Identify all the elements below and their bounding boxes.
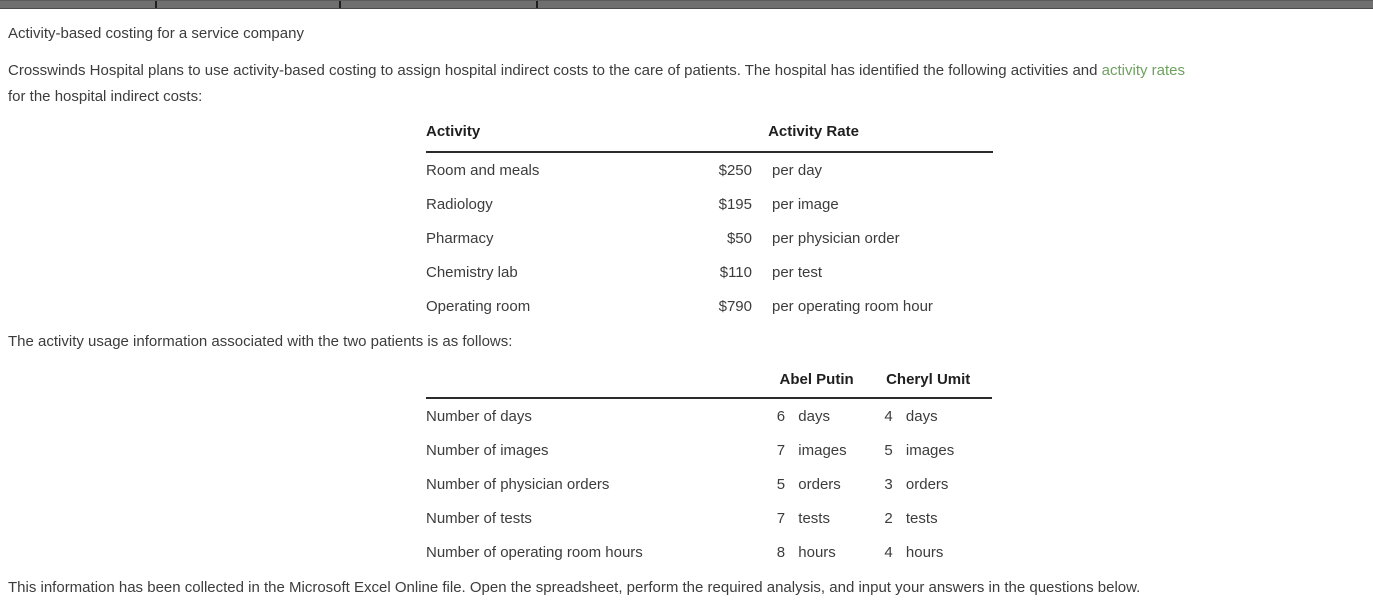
- activity-rate: $195: [718, 195, 752, 213]
- toolbar-separator: [536, 1, 538, 8]
- rates-header-rate: Activity Rate: [712, 112, 993, 153]
- usage-header-patient2: Cheryl Umit: [884, 361, 992, 399]
- intro-paragraph: Crosswinds Hospital plans to use activit…: [8, 58, 1363, 110]
- usage-table-header-row: Abel Putin Cheryl Umit: [426, 361, 992, 399]
- table-row: Pharmacy $50 per physician order: [426, 221, 993, 255]
- usage-header-blank: [426, 361, 777, 399]
- usage-label: Number of tests: [426, 509, 532, 527]
- activity-rates-link[interactable]: activity rates: [1101, 62, 1186, 79]
- activity-name: Pharmacy: [426, 229, 494, 247]
- patient2-quantity: 4: [884, 407, 893, 425]
- patient1-unit: hours: [798, 543, 836, 561]
- patient1-unit: orders: [798, 475, 841, 493]
- patient1-unit: days: [798, 407, 830, 425]
- page-title: Activity-based costing for a service com…: [8, 25, 304, 42]
- activity-name: Radiology: [426, 195, 493, 213]
- patient2-unit: images: [905, 441, 955, 459]
- usage-note: The activity usage information associate…: [8, 333, 513, 350]
- activity-usage-table: Abel Putin Cheryl Umit Number of days 6 …: [426, 361, 992, 569]
- patient1-quantity: 7: [776, 509, 786, 527]
- patient1-quantity: 8: [776, 543, 786, 561]
- table-row: Number of images 7 images 5 images: [426, 433, 992, 467]
- activity-rate-unit: per physician order: [772, 229, 900, 247]
- patient2-unit: hours: [905, 543, 944, 561]
- patient1-unit: tests: [798, 509, 830, 527]
- intro-line-2: for the hospital indirect costs:: [8, 88, 203, 105]
- activity-name: Chemistry lab: [426, 263, 518, 281]
- intro-text-before-link: Crosswinds Hospital plans to use activit…: [8, 62, 1098, 79]
- table-row: Number of physician orders 5 orders 3 or…: [426, 467, 992, 501]
- patient1-quantity: 6: [776, 407, 786, 425]
- intro-line-1: Crosswinds Hospital plans to use activit…: [8, 58, 1363, 84]
- activity-rate-unit: per day: [772, 161, 823, 179]
- activity-rate: $110: [719, 263, 752, 281]
- table-row: Chemistry lab $110 per test: [426, 255, 993, 289]
- patient2-unit: days: [905, 407, 938, 425]
- toolbar-separator: [155, 1, 157, 8]
- usage-label: Number of images: [426, 441, 549, 459]
- usage-label: Number of physician orders: [426, 475, 610, 493]
- patient2-quantity: 4: [884, 543, 893, 561]
- activity-rate: $250: [718, 161, 752, 179]
- activity-rate-unit: per operating room hour: [772, 297, 933, 315]
- table-row: Operating room $790 per operating room h…: [426, 289, 993, 323]
- activity-rate: $50: [726, 229, 752, 247]
- rates-header-activity: Activity: [426, 112, 712, 153]
- table-row: Number of operating room hours 8 hours 4…: [426, 535, 992, 569]
- activity-rate-unit: per image: [772, 195, 839, 213]
- activity-rates-table: Activity Activity Rate Room and meals $2…: [426, 112, 993, 323]
- patient2-quantity: 3: [884, 475, 893, 493]
- table-row: Room and meals $250 per day: [426, 152, 993, 187]
- usage-header-patient1: Abel Putin: [776, 361, 885, 399]
- activity-rate: $790: [718, 297, 752, 315]
- activity-name: Operating room: [426, 297, 531, 315]
- patient1-quantity: 7: [776, 441, 786, 459]
- activity-name: Room and meals: [426, 161, 540, 179]
- table-row: Number of days 6 days 4 days: [426, 398, 992, 433]
- usage-label: Number of operating room hours: [426, 543, 643, 561]
- activity-rate-unit: per test: [772, 263, 823, 281]
- usage-label: Number of days: [426, 407, 532, 425]
- toolbar-separator: [339, 1, 341, 8]
- problem-content: Activity-based costing for a service com…: [0, 24, 1373, 601]
- patient2-unit: orders: [905, 475, 949, 493]
- patient2-quantity: 2: [884, 509, 893, 527]
- clipped-toolbar-strip: [0, 0, 1373, 9]
- footer-note: This information has been collected in t…: [8, 579, 1141, 596]
- patient1-quantity: 5: [776, 475, 786, 493]
- patient2-unit: tests: [905, 509, 938, 527]
- patient2-quantity: 5: [884, 441, 893, 459]
- patient1-unit: images: [798, 441, 847, 459]
- table-row: Radiology $195 per image: [426, 187, 993, 221]
- table-row: Number of tests 7 tests 2 tests: [426, 501, 992, 535]
- rates-table-header-row: Activity Activity Rate: [426, 112, 993, 153]
